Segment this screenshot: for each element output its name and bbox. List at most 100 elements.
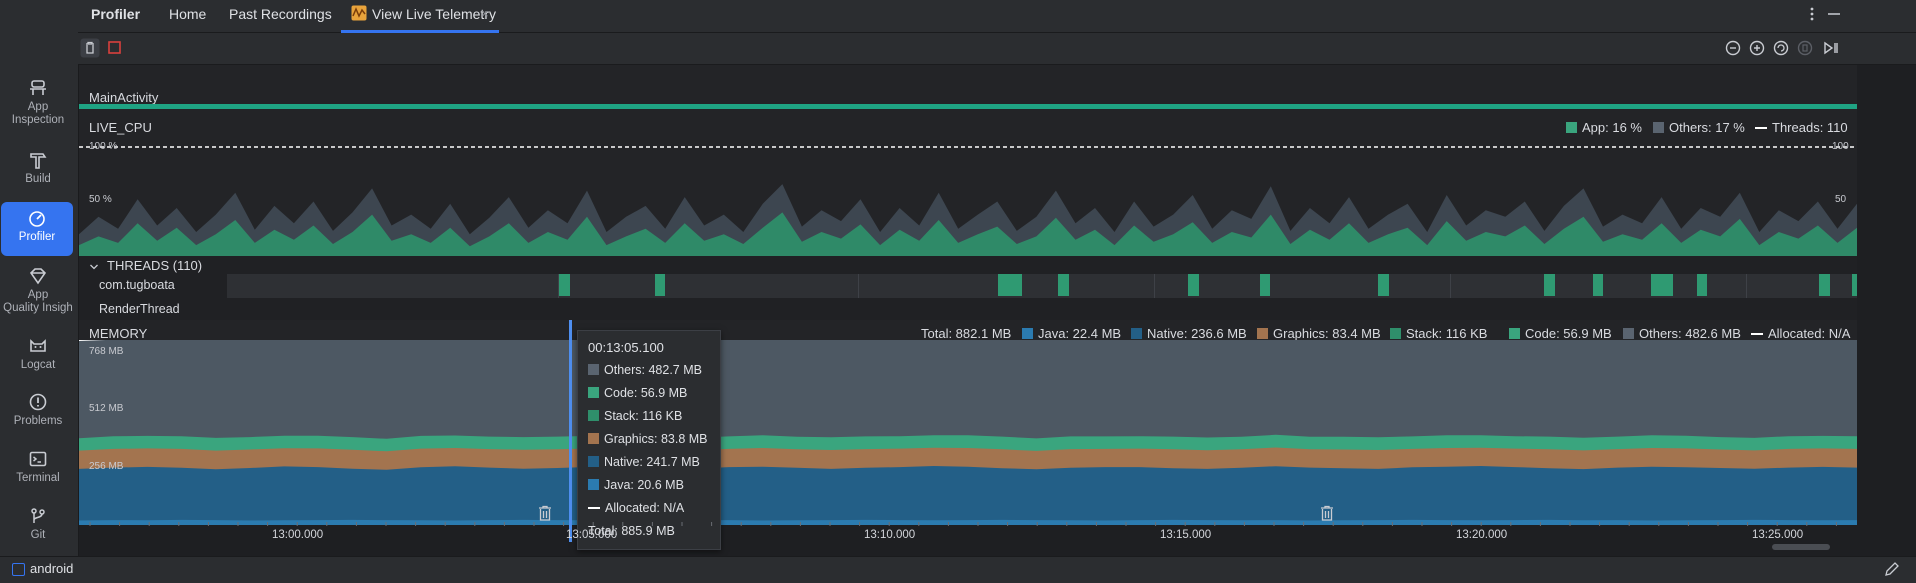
thread-activity-block[interactable] bbox=[1651, 274, 1673, 296]
thread-track[interactable] bbox=[227, 274, 1857, 298]
tab-view-live-telemetry[interactable]: View Live Telemetry × bbox=[341, 0, 499, 33]
cpu-section-title[interactable]: LIVE_CPU bbox=[89, 120, 152, 135]
cpu-axis-top-right: 100 bbox=[1832, 141, 1849, 152]
sidebar-item-git[interactable]: Git bbox=[2, 506, 74, 542]
memory-section-title[interactable]: MEMORY bbox=[89, 326, 147, 341]
others-swatch bbox=[1653, 122, 1664, 133]
sidebar-label: Quality Insigh bbox=[2, 302, 74, 315]
sidebar-item-profiler[interactable]: Profiler bbox=[1, 202, 73, 256]
thread-activity-block[interactable] bbox=[1544, 274, 1555, 296]
thread-row-label[interactable]: RenderThread bbox=[99, 302, 180, 316]
hammer-icon bbox=[28, 150, 48, 170]
thread-activity-block[interactable] bbox=[1852, 274, 1857, 296]
memory-tooltip: 00:13:05.100 Others: 482.7 MB Code: 56.9… bbox=[577, 330, 721, 550]
sidebar-item-terminal[interactable]: Terminal bbox=[2, 449, 74, 485]
tooltip-code: Code: 56.9 MB bbox=[588, 386, 687, 400]
memory-area-group bbox=[79, 340, 1857, 525]
memory-chart[interactable] bbox=[79, 340, 1857, 525]
stop-recording-icon[interactable] bbox=[108, 41, 121, 54]
thread-row-label[interactable]: com.tugboata bbox=[99, 278, 175, 292]
project-name[interactable]: android bbox=[30, 561, 73, 576]
close-tab-icon[interactable]: × bbox=[481, 0, 489, 28]
cpu-chart[interactable] bbox=[79, 138, 1857, 256]
thread-activity-block[interactable] bbox=[1188, 274, 1199, 296]
app-swatch bbox=[1566, 122, 1577, 133]
tooltip-java-text: Java: 20.6 MB bbox=[604, 478, 684, 492]
cpu-legend-app: App: 16 % bbox=[1566, 120, 1642, 135]
cpu-legend-threads: Threads: 110 bbox=[1755, 120, 1848, 135]
thread-activity-block[interactable] bbox=[559, 274, 570, 296]
zoom-to-selection-icon bbox=[1796, 39, 1814, 57]
thread-activity-block[interactable] bbox=[1593, 274, 1603, 296]
tooltip-others-text: Others: 482.7 MB bbox=[604, 363, 702, 377]
time-axis-label: 13:20.000 bbox=[1456, 529, 1507, 541]
tooltip-allocated: Allocated: N/A bbox=[588, 501, 684, 515]
sidebar-item-app-inspection[interactable]: App Inspection bbox=[2, 78, 74, 127]
thread-activity-block[interactable] bbox=[655, 274, 665, 296]
sidebar-item-logcat[interactable]: Logcat bbox=[2, 336, 74, 372]
allocated-dash-swatch bbox=[1751, 333, 1763, 335]
thread-activity-block[interactable] bbox=[1378, 274, 1389, 296]
gc-event-trash-icon[interactable] bbox=[538, 505, 552, 521]
cpu-axis-mid-left: 50 % bbox=[89, 194, 112, 205]
memory-legend-allocated: Allocated: N/A bbox=[1751, 326, 1850, 341]
tooltip-code-text: Code: 56.9 MB bbox=[604, 386, 687, 400]
memory-axis-512: 512 MB bbox=[89, 403, 123, 414]
threads-header[interactable]: THREADS (110) bbox=[107, 258, 202, 273]
tab-label: View Live Telemetry bbox=[372, 0, 496, 28]
time-axis-label: 13:25.000 bbox=[1752, 529, 1803, 541]
profiler-title: Profiler bbox=[91, 0, 140, 30]
zoom-in-icon[interactable] bbox=[1748, 39, 1766, 57]
thread-activity-block[interactable] bbox=[1260, 274, 1270, 296]
cpu-legend-threads-text: Threads: 110 bbox=[1772, 120, 1848, 135]
cpu-axis-mid-right: 50 bbox=[1835, 194, 1846, 205]
thread-activity-block[interactable] bbox=[1697, 274, 1707, 296]
problems-info-icon bbox=[28, 392, 48, 412]
memory-legend-code-text: Code: 56.9 MB bbox=[1525, 326, 1612, 341]
native-swatch bbox=[588, 456, 599, 467]
tab-home[interactable]: Home bbox=[169, 0, 206, 30]
memory-legend-stack: Stack: 116 KB bbox=[1390, 326, 1487, 341]
tick-group bbox=[90, 522, 1836, 526]
chevron-down-icon[interactable] bbox=[89, 262, 99, 272]
thread-activity-block[interactable] bbox=[998, 274, 1022, 296]
native-swatch bbox=[1131, 328, 1142, 339]
more-options-icon[interactable] bbox=[1804, 6, 1820, 22]
activity-label: MainActivity bbox=[89, 90, 158, 105]
diamond-icon bbox=[28, 266, 48, 286]
zoom-out-icon[interactable] bbox=[1724, 39, 1742, 57]
sidebar-label: Logcat bbox=[2, 359, 74, 372]
sidebar-item-problems[interactable]: Problems bbox=[2, 392, 74, 428]
thread-activity-block[interactable] bbox=[1819, 274, 1830, 296]
logcat-cat-icon bbox=[28, 336, 48, 356]
tab-past-recordings[interactable]: Past Recordings bbox=[229, 0, 332, 30]
sidebar-label: App bbox=[2, 101, 74, 114]
edit-pen-icon[interactable] bbox=[1884, 561, 1900, 577]
track-gridline bbox=[1746, 274, 1747, 298]
activity-bar[interactable] bbox=[79, 104, 1857, 109]
memory-legend-total: Total: 882.1 MB bbox=[921, 326, 1011, 341]
sidebar-label: Build bbox=[2, 173, 74, 186]
memory-legend-native: Native: 236.6 MB bbox=[1131, 326, 1247, 341]
memory-legend-stack-text: Stack: 116 KB bbox=[1406, 326, 1487, 341]
graphics-swatch bbox=[588, 433, 599, 444]
memory-axis-256: 256 MB bbox=[89, 461, 123, 472]
delete-trash-icon[interactable] bbox=[80, 38, 100, 58]
sidebar-label: Git bbox=[2, 529, 74, 542]
others-mem-swatch bbox=[1623, 328, 1634, 339]
timeline-cursor-line[interactable] bbox=[569, 320, 572, 542]
memory-legend-others: Others: 482.6 MB bbox=[1623, 326, 1741, 341]
sidebar-item-build[interactable]: Build bbox=[2, 150, 74, 186]
code-swatch bbox=[1509, 328, 1520, 339]
jump-to-live-icon[interactable] bbox=[1822, 39, 1840, 57]
git-branch-icon bbox=[28, 506, 48, 526]
java-swatch bbox=[588, 479, 599, 490]
horizontal-scrollbar[interactable] bbox=[1772, 544, 1830, 550]
gc-event-trash-icon[interactable] bbox=[1320, 505, 1334, 521]
minimize-icon[interactable] bbox=[1826, 6, 1842, 22]
sidebar-item-app-quality-insights[interactable]: App Quality Insigh bbox=[2, 266, 74, 315]
track-gridline bbox=[1154, 274, 1155, 298]
thread-activity-block[interactable] bbox=[1058, 274, 1069, 296]
reset-zoom-icon[interactable] bbox=[1772, 39, 1790, 57]
threads-dash-swatch bbox=[1755, 127, 1767, 129]
